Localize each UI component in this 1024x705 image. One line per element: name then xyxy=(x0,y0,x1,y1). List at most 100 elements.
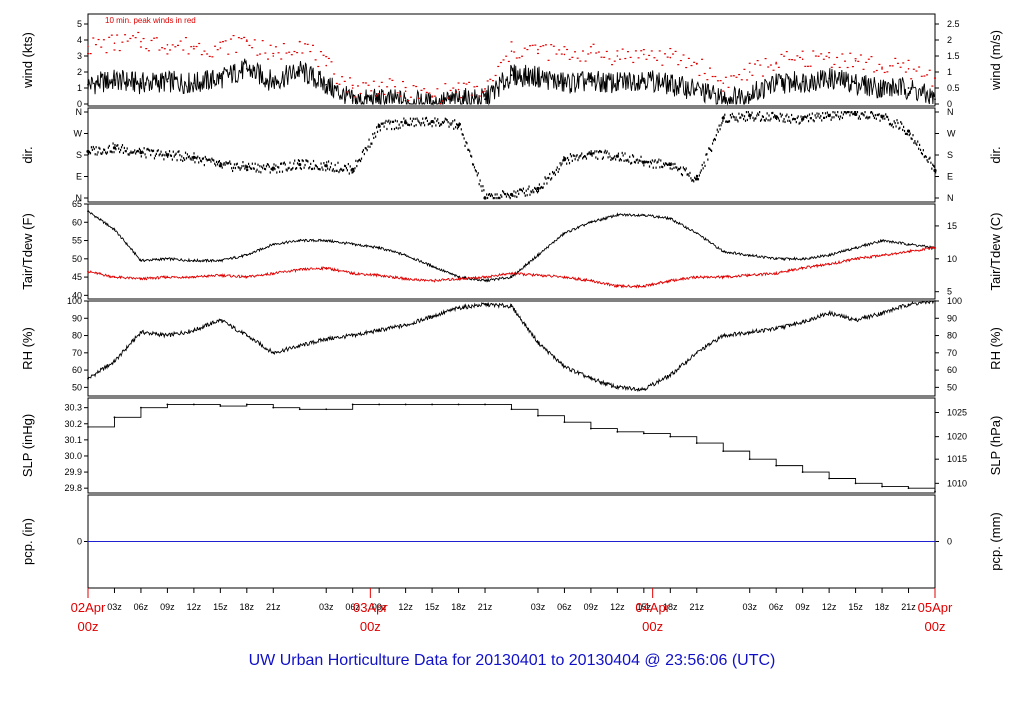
dir-trace-point xyxy=(352,170,354,174)
dir-trace-point xyxy=(399,126,401,129)
slp-data-point xyxy=(192,403,195,406)
dir-trace-point xyxy=(669,167,671,170)
dir-trace-point xyxy=(651,159,653,162)
dir-trace-point xyxy=(510,193,512,197)
dir-trace-point xyxy=(317,167,319,171)
dir-trace-point xyxy=(780,115,782,118)
dir-trace-point xyxy=(133,151,135,154)
x-tick-label: 18z xyxy=(451,602,466,612)
dir-trace-point xyxy=(571,159,573,162)
wind-data-point xyxy=(748,93,751,96)
dir-trace-point xyxy=(487,196,489,200)
dir-trace-point xyxy=(270,167,272,171)
wind-data-point xyxy=(801,80,804,83)
dir-trace-point xyxy=(111,151,113,154)
dir-trace-point xyxy=(600,150,603,154)
dir-trace-point xyxy=(282,162,285,165)
temp-data-point xyxy=(192,259,195,262)
dir-trace-point xyxy=(444,117,446,120)
dir-trace-point xyxy=(876,113,878,116)
dir-trace-point xyxy=(893,120,895,123)
x-tick-label: 03z xyxy=(742,602,757,612)
x-tick-label: 12z xyxy=(187,602,202,612)
dir-trace-point xyxy=(498,196,500,199)
dir-trace-point xyxy=(94,153,96,156)
x-tick-label: 06z xyxy=(557,602,572,612)
temp-data-point xyxy=(590,279,592,282)
dir-trace-point xyxy=(275,164,277,167)
dir-trace-point xyxy=(340,167,342,171)
dir-trace-point xyxy=(110,150,112,153)
dir-trace-point xyxy=(871,112,874,115)
dir-trace-point xyxy=(297,159,300,162)
dir-trace-point xyxy=(891,123,893,126)
wind-data-point xyxy=(351,99,354,102)
temp-data-point xyxy=(669,279,672,282)
dir-trace-point xyxy=(137,150,140,153)
slp-data-point xyxy=(934,490,936,493)
temp-data-point xyxy=(431,265,433,268)
dir-trace-point xyxy=(820,114,822,118)
dir-trace-point xyxy=(295,167,297,170)
rh-data-point xyxy=(192,329,195,332)
dir-trace-point xyxy=(467,148,469,151)
dir-trace-point xyxy=(240,167,242,170)
x-tick-label: 06z xyxy=(345,602,360,612)
dir-trace-point xyxy=(806,116,808,119)
wind-right-tick-label: 1 xyxy=(947,67,952,77)
dir-trace-point xyxy=(302,159,304,163)
dir-trace-point xyxy=(484,196,486,199)
dir-trace-point xyxy=(533,191,535,194)
dir-trace-point xyxy=(805,115,807,118)
wind-data-point xyxy=(87,83,89,86)
dir-trace-point xyxy=(853,112,855,115)
wind-data-point xyxy=(669,83,672,86)
dir-trace-point xyxy=(888,123,891,126)
dir-trace-point xyxy=(537,189,540,193)
dir-trace-point xyxy=(215,160,218,164)
dir-trace-point xyxy=(247,168,249,172)
dir-trace-point xyxy=(349,165,351,168)
dir-trace-point xyxy=(267,163,269,166)
dir-trace-point xyxy=(835,113,837,117)
dir-trace-point xyxy=(103,148,105,151)
dir-trace-point xyxy=(515,191,517,194)
temp-data-point xyxy=(484,279,486,282)
dir-trace-point xyxy=(167,155,169,158)
dir-trace-point xyxy=(319,168,321,171)
dir-trace-point xyxy=(817,115,819,118)
dir-trace-point xyxy=(471,163,474,166)
dir-trace-point xyxy=(356,164,358,168)
wind-data-point xyxy=(484,98,486,101)
dir-trace-point xyxy=(689,171,691,175)
dir-trace-point xyxy=(398,123,400,126)
slp-right-tick-label: 1025 xyxy=(947,407,967,417)
temp-data-point xyxy=(854,246,857,249)
dir-trace-point xyxy=(848,111,850,114)
x-tick-label: 09z xyxy=(160,602,175,612)
dir-trace-point xyxy=(122,151,125,155)
rh-data-point xyxy=(351,334,354,337)
dir-trace-point xyxy=(495,197,497,200)
temp-data-point xyxy=(404,254,407,257)
rh-left-tick-label: 90 xyxy=(72,313,82,323)
slp-left-tick-label: 30.3 xyxy=(64,403,82,413)
dir-trace-point xyxy=(473,166,476,169)
dir-trace-point xyxy=(264,168,267,171)
pcp-right-tick-label: 0 xyxy=(947,537,952,547)
slp-series-line xyxy=(88,403,936,492)
dir-trace-point xyxy=(815,116,817,119)
dir-trace-point xyxy=(117,144,119,147)
dir-trace-point xyxy=(232,166,235,169)
dir-trace-point xyxy=(633,160,636,164)
dir-trace-point xyxy=(833,116,835,119)
dir-trace-point xyxy=(421,122,423,125)
dir-trace-point xyxy=(678,167,680,170)
panel-rh: 50 60 70 80 90 100 50 60 70 80 90 100 RH (%) RH (%) xyxy=(20,296,1003,397)
dir-trace-point xyxy=(350,169,352,172)
dir-trace-point xyxy=(391,127,393,131)
rh-right-tick-label: 60 xyxy=(947,365,957,375)
dir-trace-point xyxy=(293,162,295,165)
dir-trace-point xyxy=(924,155,926,158)
dir-trace-point xyxy=(739,116,741,119)
